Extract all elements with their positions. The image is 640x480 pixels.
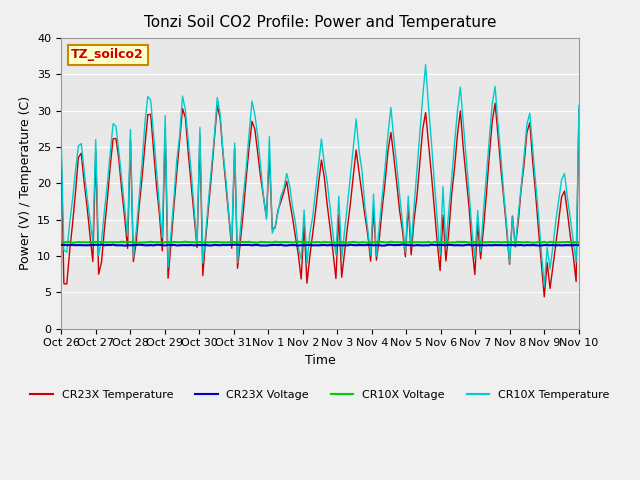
Text: TZ_soilco2: TZ_soilco2 [72, 48, 144, 61]
Y-axis label: Power (V) / Temperature (C): Power (V) / Temperature (C) [19, 96, 31, 270]
Title: Tonzi Soil CO2 Profile: Power and Temperature: Tonzi Soil CO2 Profile: Power and Temper… [144, 15, 496, 30]
Legend: CR23X Temperature, CR23X Voltage, CR10X Voltage, CR10X Temperature: CR23X Temperature, CR23X Voltage, CR10X … [26, 385, 614, 405]
X-axis label: Time: Time [305, 354, 335, 367]
